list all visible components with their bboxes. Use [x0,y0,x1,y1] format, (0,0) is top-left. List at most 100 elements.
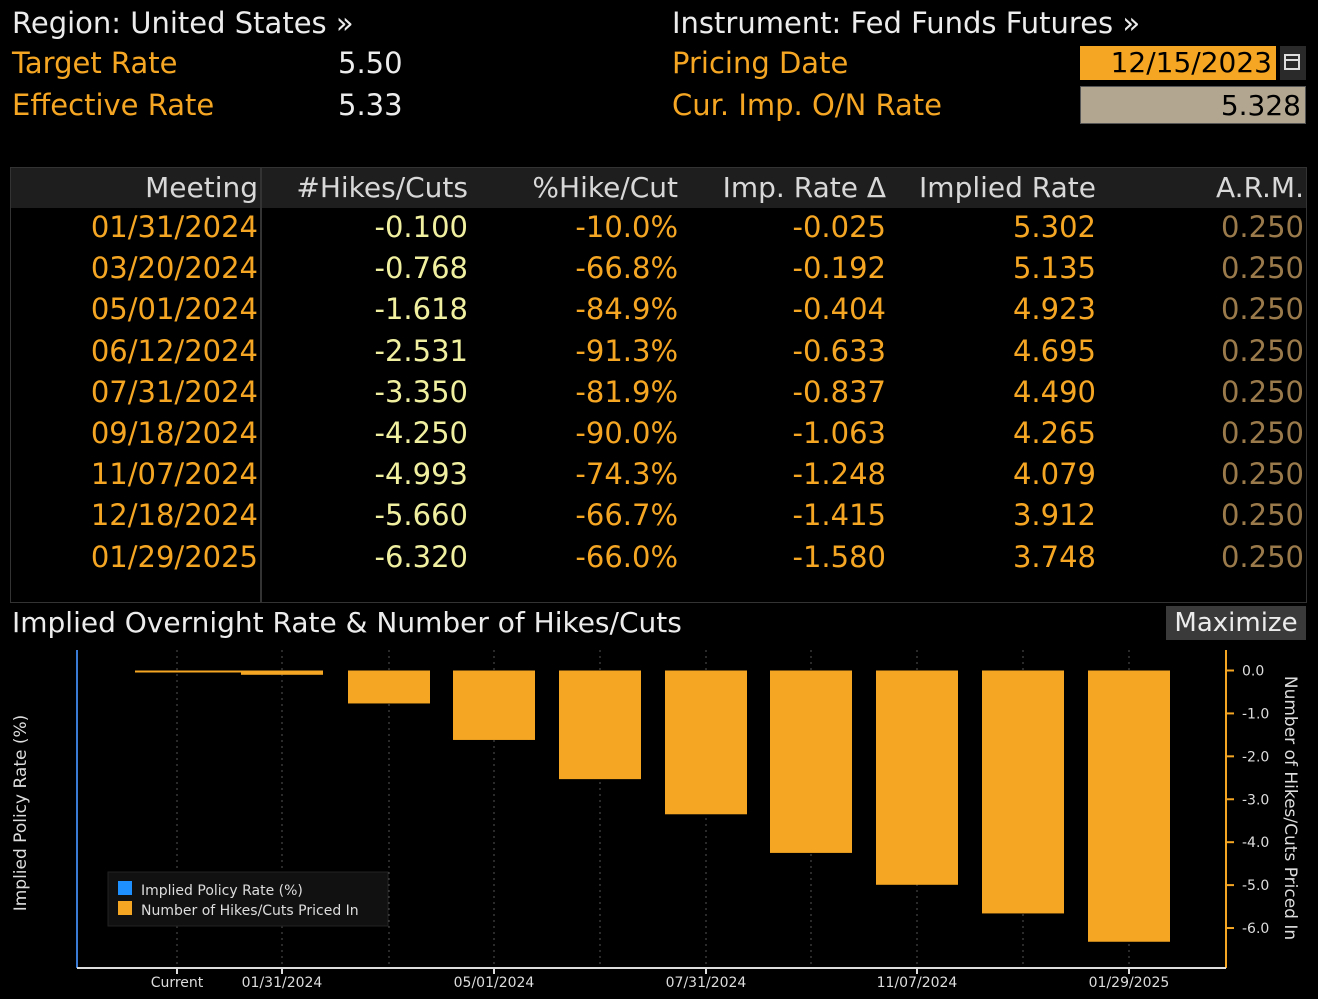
table-cell-arm: 0.250 [1220,457,1304,492]
rates-table [10,167,1307,603]
table-cell-arm: 0.250 [1220,251,1304,286]
table-cell-meeting: 11/07/2024 [90,457,258,492]
table-cell-pct-hike-cut: -66.0% [575,539,678,574]
table-cell-implied-rate: 4.490 [1012,374,1096,409]
y-axis-title: Implied Policy Rate (%) [11,715,31,912]
table-cell-imp-rate-delta: -1.248 [792,457,887,492]
region-selector[interactable]: Region: United States » [12,6,354,40]
column-header-hikes-cuts[interactable]: #Hikes/Cuts [296,171,468,204]
table-cell-imp-rate-delta: -0.633 [792,333,887,368]
legend-box [107,871,389,927]
table-cell-hikes-cuts: -3.350 [374,374,469,409]
calendar-icon[interactable] [1280,46,1306,80]
table-cell-arm: 0.250 [1220,210,1304,244]
table-cell-hikes-cuts: -0.768 [374,251,469,286]
table-cell-imp-rate-delta: -1.063 [792,416,887,450]
table-cell-arm: 0.250 [1220,292,1304,327]
table-cell-hikes-cuts: -0.100 [374,210,469,244]
column-header-pct-hike-cut[interactable]: %Hike/Cut [532,171,678,204]
legend-swatch-bar [118,901,132,915]
bar-hikes-cuts-9 [1088,670,1170,942]
right-tick-label: -1.0 [1242,706,1269,722]
table-cell-imp-rate-delta: -1.415 [792,498,887,533]
table-cell-implied-rate: 5.302 [1012,210,1096,244]
effective-rate-value: 5.33 [338,88,403,122]
table-cell-imp-rate-delta: -0.404 [792,292,887,327]
bar-hikes-cuts-4 [559,670,641,780]
table-cell-imp-rate-delta: -0.837 [792,374,887,409]
effective-rate-label: Effective Rate [12,88,215,122]
cur-imp-rate-input[interactable]: 5.328 [1080,86,1306,124]
table-cell-hikes-cuts: -4.993 [374,457,469,492]
right-tick-label: -2.0 [1242,749,1269,765]
pricing-date-input[interactable]: 12/15/2023 [1080,46,1276,80]
table-cell-meeting: 06/12/2024 [90,333,258,368]
column-header-arm[interactable]: A.R.M. [1216,171,1304,204]
bar-hikes-cuts-6 [770,670,852,853]
bar-hikes-cuts-5 [665,670,747,815]
table-header-row [11,168,1306,208]
y2-axis-title: Number of Hikes/Cuts Priced In [1280,676,1300,940]
table-cell-meeting: 01/29/2025 [90,539,258,574]
table-cell-meeting: 07/31/2024 [90,374,258,409]
table-cell-pct-hike-cut: -10.0% [575,210,678,244]
table-cell-implied-rate: 4.923 [1012,292,1096,327]
rates-chart: 5.45.25.04.84.64.44.24.03.83.60.0-1.0-2.… [11,650,1300,991]
table-cell-meeting: 01/31/2024 [90,210,258,244]
table-cell-arm: 0.250 [1220,539,1304,574]
pricing-date-label: Pricing Date [672,46,849,80]
table-cell-hikes-cuts: -1.618 [374,292,469,327]
table-cell-arm: 0.250 [1220,498,1304,533]
table-cell-meeting: 05/01/2024 [90,292,258,327]
table-cell-implied-rate: 4.079 [1012,457,1096,492]
table-cell-implied-rate: 5.135 [1012,251,1096,286]
column-header-imp-rate-delta[interactable]: Imp. Rate Δ [722,171,886,204]
maximize-button[interactable]: Maximize [1166,606,1306,640]
table-cell-implied-rate: 4.265 [1012,416,1096,450]
legend-swatch-line [118,881,132,895]
column-divider [260,168,262,602]
table-cell-pct-hike-cut: -66.8% [575,251,678,286]
x-tick-label: 07/31/2024 [666,975,747,991]
column-header-meeting[interactable]: Meeting [145,171,258,204]
table-cell-implied-rate: 4.695 [1012,333,1096,368]
table-cell-pct-hike-cut: -91.3% [575,333,678,368]
table-cell-pct-hike-cut: -66.7% [575,498,678,533]
legend-label-line: Implied Policy Rate (%) [141,883,303,899]
table-cell-pct-hike-cut: -74.3% [575,457,678,492]
target-rate-label: Target Rate [12,46,178,80]
table-cell-hikes-cuts: -6.320 [374,539,469,574]
bar-hikes-cuts-8 [982,670,1064,914]
bar-hikes-cuts-0 [135,670,323,673]
table-cell-imp-rate-delta: -1.580 [792,539,887,574]
x-tick-label: 05/01/2024 [454,975,535,991]
table-cell-pct-hike-cut: -84.9% [575,292,678,327]
table-cell-arm: 0.250 [1220,333,1304,368]
bar-hikes-cuts-1 [241,670,323,675]
table-cell-hikes-cuts: -5.660 [374,498,469,533]
table-cell-implied-rate: 3.912 [1012,498,1096,533]
table-cell-hikes-cuts: -2.531 [374,333,469,368]
right-tick-label: -4.0 [1242,835,1269,851]
table-cell-meeting: 09/18/2024 [90,416,258,450]
column-header-implied-rate[interactable]: Implied Rate [919,171,1096,204]
table-cell-arm: 0.250 [1220,416,1304,450]
bar-hikes-cuts-7 [876,670,958,885]
right-tick-label: -5.0 [1242,878,1269,894]
table-cell-arm: 0.250 [1220,374,1304,409]
table-cell-imp-rate-delta: -0.025 [792,210,887,244]
right-tick-label: -3.0 [1242,792,1269,808]
cur-imp-rate-label: Cur. Imp. O/N Rate [672,88,942,122]
table-cell-hikes-cuts: -4.250 [374,416,469,450]
right-tick-label: -6.0 [1242,921,1269,937]
bar-hikes-cuts-3 [453,670,535,740]
x-tick-label: 01/31/2024 [242,975,323,991]
right-tick-label: 0.0 [1242,664,1264,680]
x-tick-label: Current [151,975,204,991]
table-cell-meeting: 03/20/2024 [90,251,258,286]
bar-hikes-cuts-2 [348,670,430,704]
legend-label-bar: Number of Hikes/Cuts Priced In [141,903,359,919]
table-cell-pct-hike-cut: -90.0% [575,416,678,450]
x-tick-label: 01/29/2025 [1089,975,1170,991]
instrument-selector[interactable]: Instrument: Fed Funds Futures » [672,6,1141,40]
